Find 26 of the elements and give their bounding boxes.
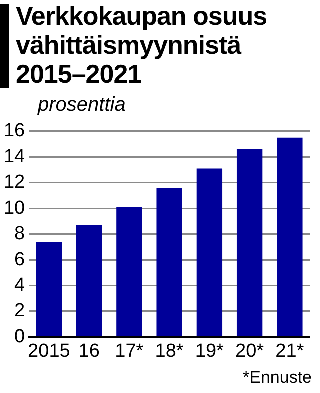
chart-title: Verkkokaupan osuus vähittäismyynnistä 2015–2021 <box>16 1 268 89</box>
bar <box>76 225 102 336</box>
bar <box>277 138 303 336</box>
y-tick-label: 6 <box>14 249 26 270</box>
bar <box>196 168 223 336</box>
y-tick-label: 0 <box>14 326 26 348</box>
bar <box>116 207 142 336</box>
y-tick-label: 8 <box>14 224 26 245</box>
x-tick-label: 19* <box>195 340 225 362</box>
y-tick-label: 16 <box>4 120 26 142</box>
x-tick-label: 2015 <box>28 340 70 362</box>
bar <box>236 149 263 336</box>
x-tick-label: 21* <box>276 340 305 362</box>
y-tick-label: 14 <box>4 146 26 168</box>
x-tick-label: 17* <box>115 340 144 362</box>
x-tick-label: 18* <box>155 340 184 362</box>
bar <box>156 188 182 336</box>
y-tick-label: 2 <box>14 300 26 322</box>
y-axis-title: prosenttia <box>38 94 126 117</box>
y-tick-label: 12 <box>4 172 26 194</box>
y-tick-label: 10 <box>4 198 26 219</box>
x-tick-label: 20* <box>236 340 265 362</box>
y-tick-label: 4 <box>14 274 26 296</box>
bar <box>36 242 62 336</box>
x-tick-label: 16 <box>78 340 100 362</box>
text: *Ennuste <box>243 368 312 388</box>
